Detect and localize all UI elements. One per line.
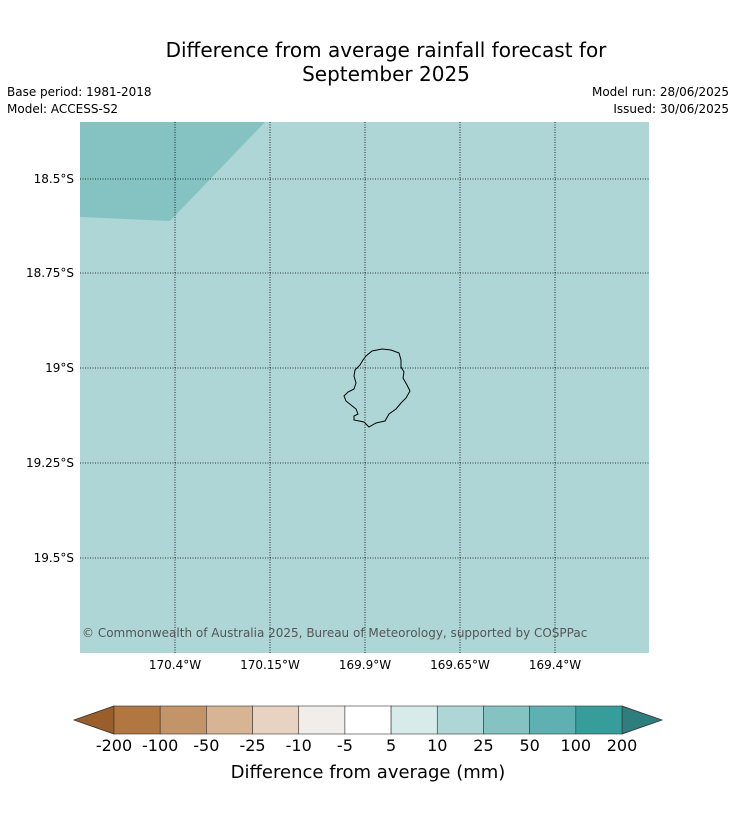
colorbar-tick-label: -200 — [96, 736, 132, 755]
colorbar-tick-label: 100 — [561, 736, 592, 755]
colorbar-segment — [483, 705, 530, 735]
lon-label: 170.15°W — [240, 658, 300, 672]
lon-label: 169.65°W — [430, 658, 490, 672]
lat-label: 19°S — [45, 361, 74, 375]
colorbar-segments — [113, 705, 623, 735]
lat-label: 18.75°S — [26, 266, 74, 280]
title-line-2: September 2025 — [302, 62, 470, 86]
title-line-1: Difference from average rainfall forecas… — [165, 38, 607, 62]
colorbar-segment — [344, 705, 392, 735]
base-period: Base period: 1981-2018 — [7, 85, 152, 99]
colorbar-low-extend — [72, 705, 115, 735]
map-title: Difference from average rainfall forecas… — [0, 38, 736, 86]
meta-right: Model run: 28/06/2025 Issued: 30/06/2025 — [592, 84, 729, 118]
colorbar-segment — [298, 705, 346, 735]
issued-date: Issued: 30/06/2025 — [613, 102, 729, 116]
colorbar-title: Difference from average (mm) — [231, 762, 506, 783]
colorbar-segment — [390, 705, 438, 735]
gridlines — [80, 122, 649, 653]
colorbar-segment — [113, 705, 161, 735]
colorbar-segment — [436, 705, 484, 735]
colorbar-tick-label: -100 — [142, 736, 178, 755]
colorbar-tick-label: 200 — [607, 736, 638, 755]
longitude-labels: 170.4°W 170.15°W 169.9°W 169.65°W 169.4°… — [149, 658, 581, 672]
colorbar: -200 -100 -50 -25 -10 -5 5 10 25 50 100 200 Differe… — [72, 705, 664, 783]
model-run: Model run: 28/06/2025 — [591, 85, 729, 99]
meta-left: Base period: 1981-2018 Model: ACCESS-S2 — [7, 84, 152, 118]
island-coastline — [343, 348, 411, 428]
colorbar-segment — [575, 705, 623, 735]
model-name: Model: ACCESS-S2 — [7, 102, 119, 116]
lat-label: 19.5°S — [34, 551, 74, 565]
lon-label: 169.4°W — [529, 658, 581, 672]
lat-label: 18.5°S — [34, 172, 74, 186]
latitude-labels: 18.5°S 18.75°S 19°S 19.25°S 19.5°S — [26, 172, 74, 565]
colorbar-segment — [529, 705, 577, 735]
colorbar-tick-label: 10 — [427, 736, 447, 755]
colorbar-tick-labels: -200 -100 -50 -25 -10 -5 5 10 25 50 100 200 — [96, 736, 637, 755]
lon-label: 169.9°W — [339, 658, 391, 672]
colorbar-tick-label: -5 — [337, 736, 353, 755]
copyright-notice: © Commonwealth of Australia 2025, Bureau… — [82, 626, 587, 640]
colorbar-high-extend — [621, 705, 664, 735]
colorbar-tick-label: 5 — [386, 736, 396, 755]
colorbar-segment — [159, 705, 207, 735]
colorbar-tick-label: 50 — [519, 736, 539, 755]
colorbar-tick-label: -50 — [193, 736, 219, 755]
colorbar-segment — [252, 705, 300, 735]
colorbar-tick-label: -10 — [286, 736, 312, 755]
colorbar-segment — [206, 705, 253, 735]
colorbar-tick-label: -25 — [239, 736, 265, 755]
higher-category-region — [80, 122, 265, 221]
lat-label: 19.25°S — [26, 456, 74, 470]
lon-label: 170.4°W — [149, 658, 201, 672]
colorbar-tick-label: 25 — [473, 736, 493, 755]
